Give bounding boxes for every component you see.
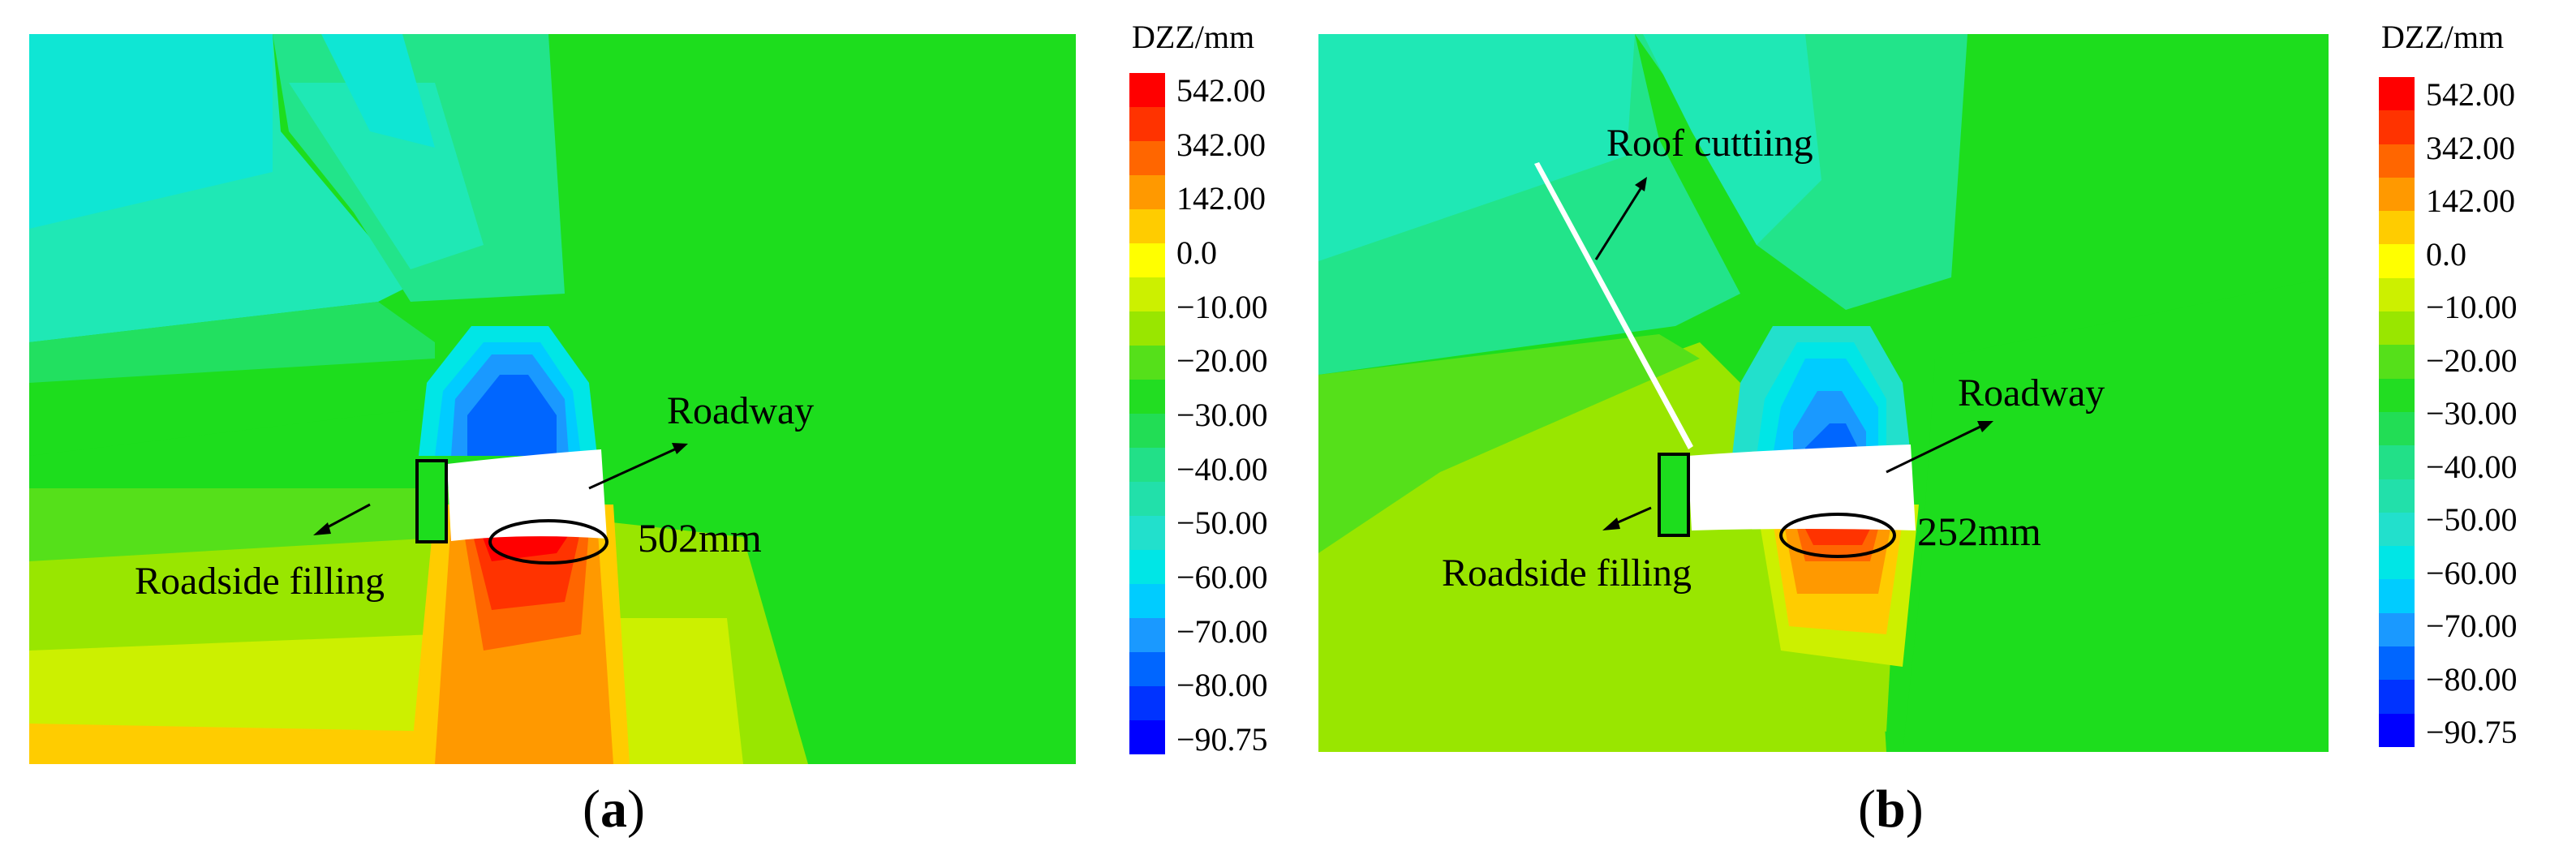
colorbar-segment [2379,713,2415,747]
colorbar-tick-label: −20.00 [1176,342,1268,380]
contour-plot-a: Roadway Roadside filling 502mm [29,34,1076,764]
colorbar-segment [2379,144,2415,178]
colorbar-tick-label: −50.00 [2426,501,2518,538]
colorbar-segment [1129,346,1165,380]
colorbar-segment [2379,579,2415,613]
deformation-label-b: 252mm [1917,509,2041,554]
colorbar-segment [2379,479,2415,513]
colorbar-segment [2379,378,2415,412]
colorbar-tick-label: 142.00 [1176,180,1266,217]
deformation-label-a: 502mm [638,515,762,560]
colorbar-tick-label: −80.00 [2426,660,2518,698]
colorbar-segment [1129,652,1165,686]
colorbar-segment [1129,209,1165,243]
colorbar-tick-label: 342.00 [2426,129,2515,166]
floor-heave-ellipse-b [1779,513,1896,558]
colorbar-tick-label: −30.00 [1176,397,1268,433]
colorbar-tick-label: −10.00 [1176,288,1268,325]
colorbar-tick-label: −50.00 [1176,505,1268,542]
colorbar-tick-label: −20.00 [2426,341,2518,379]
colorbar-segment [2379,512,2415,547]
roadside-filling-box-b [1658,453,1690,537]
colorbar-segment [1129,311,1165,346]
colorbar-segment [1129,141,1165,175]
roadway-label-a: Roadway [667,389,814,432]
colorbar-segment [2379,110,2415,144]
colorbar-segment [2379,411,2415,446]
colorbar-segment [2379,345,2415,379]
contour-plot-b: Roadway Roadside filling 252mm Roof cutt… [1318,34,2329,752]
colorbar-tick-label: −70.00 [2426,608,2518,644]
roadside-filling-label-a: Roadside filling [135,560,385,603]
colorbar-segment [2379,77,2415,111]
colorbar-tick-label: −30.00 [2426,395,2518,432]
colorbar-segment [2379,244,2415,278]
colorbar-segment [1129,243,1165,277]
colorbar-tick-label: −90.75 [1176,721,1268,758]
colorbar-segment [1129,277,1165,311]
colorbar-tick-label: −70.00 [1176,612,1268,650]
caption-b: (b) [1858,780,1924,839]
colorbar-tick-label: −10.00 [2426,289,2518,325]
colorbar-tick-label: −80.00 [1176,667,1268,704]
colorbar-tick-label: −40.00 [2426,448,2518,485]
roof-cutting-line [1534,162,1693,449]
colorbar-segment [1129,686,1165,720]
colorbar-tick-label: 542.00 [2426,76,2515,113]
colorbar-tick-label: −60.00 [2426,554,2518,591]
colorbar-segment [1129,175,1165,209]
colorbar-b [2379,77,2415,747]
colorbar-segment [2379,646,2415,681]
colorbar-tick-label: 542.00 [1176,72,1266,109]
colorbar-segment [2379,177,2415,212]
roadside-filling-label-b: Roadside filling [1442,552,1692,595]
colorbar-tick-label: −60.00 [1176,559,1268,595]
colorbar-segment [1129,720,1165,754]
colorbar-segment [1129,107,1165,141]
colorbar-segment [1129,584,1165,618]
colorbar-segment [2379,311,2415,346]
colorbar-segment [1129,482,1165,516]
colorbar-segment [2379,546,2415,580]
colorbar-tick-label: 0.0 [2426,235,2466,273]
floor-heave-ellipse-a [488,519,609,565]
colorbar-segment [1129,448,1165,482]
colorbar-segment [1129,414,1165,448]
colorbar-tick-label: 0.0 [1176,234,1217,271]
colorbar-segment [1129,380,1165,414]
roadside-filling-box-a [415,459,448,543]
caption-a: (a) [583,780,645,839]
roadway-label-b: Roadway [1958,372,2105,414]
legend-title-b: DZZ/mm [2381,19,2505,55]
colorbar-segment [1129,73,1165,107]
colorbar-tick-label: 342.00 [1176,126,1266,163]
roof-cutting-label: Roof cuttiing [1606,122,1813,165]
colorbar-segment [1129,550,1165,584]
colorbar-tick-label: −90.75 [2426,714,2518,750]
colorbar-segment [2379,277,2415,312]
colorbar-segment [2379,612,2415,647]
colorbar-a [1129,73,1165,754]
colorbar-segment [2379,211,2415,245]
colorbar-segment [1129,516,1165,550]
colorbar-segment [1129,618,1165,652]
legend-title-a: DZZ/mm [1132,19,1255,55]
colorbar-tick-label: −40.00 [1176,450,1268,487]
colorbar-segment [2379,445,2415,479]
colorbar-tick-label: 142.00 [2426,183,2515,219]
colorbar-segment [2379,680,2415,714]
